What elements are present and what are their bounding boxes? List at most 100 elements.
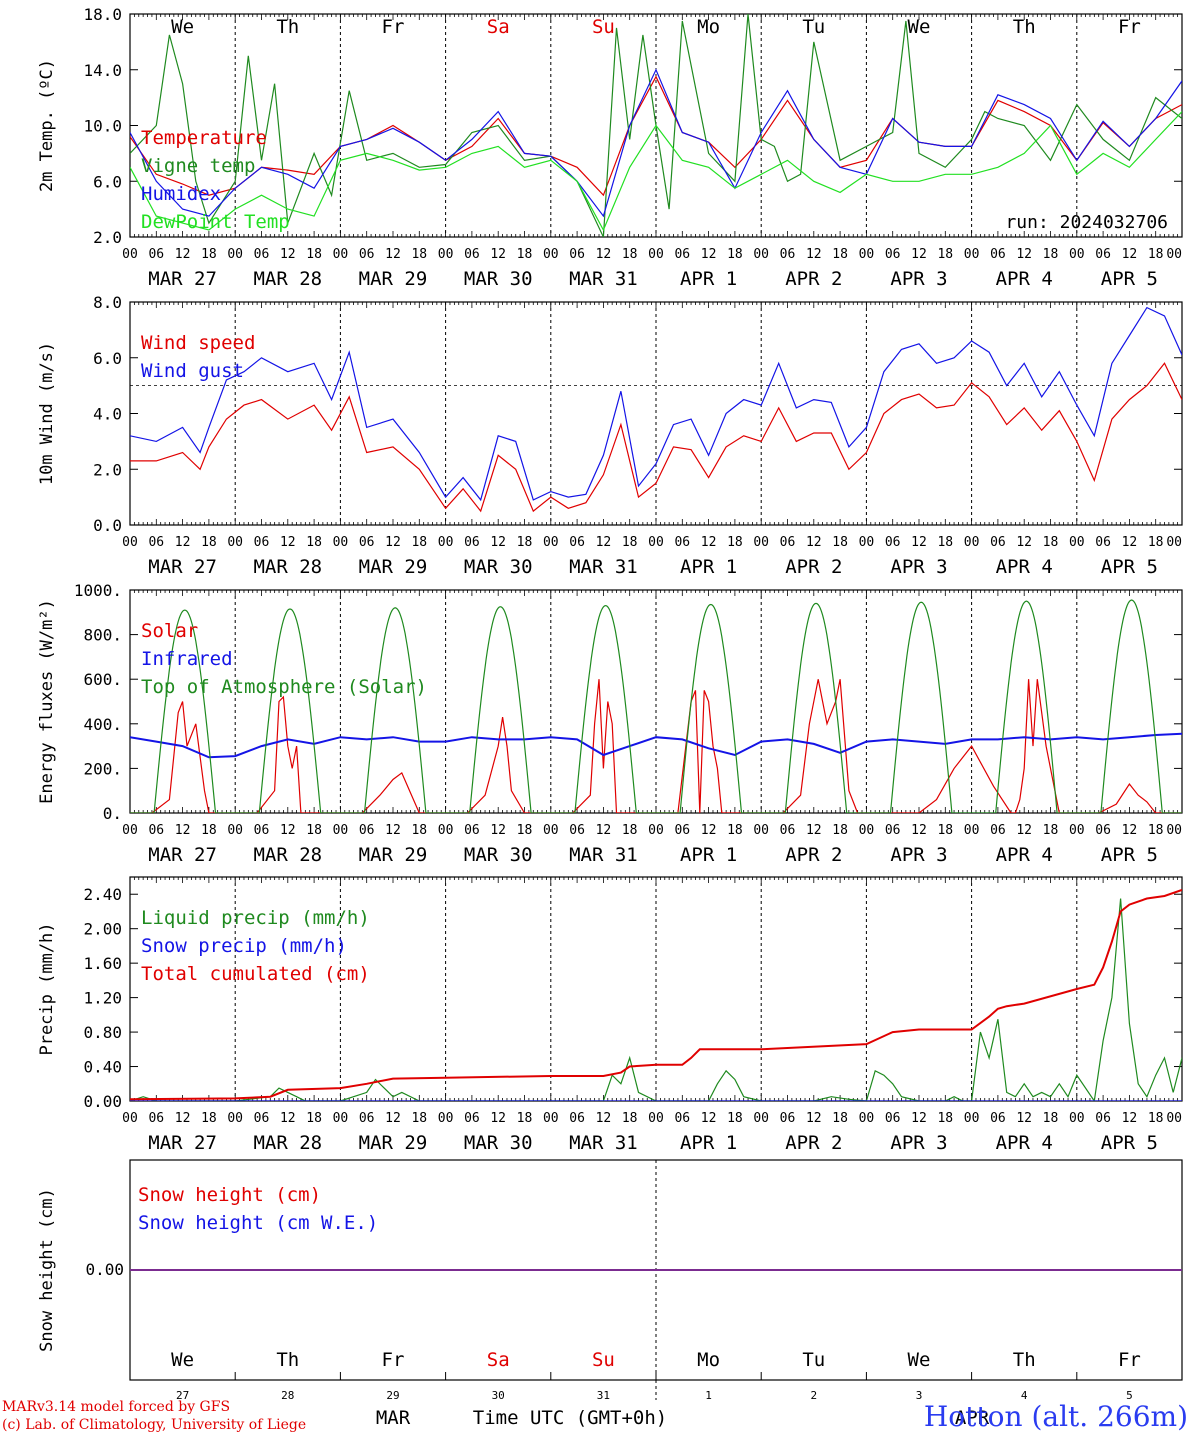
hour-tick-label: 00 <box>333 823 349 838</box>
bottom-day-name: We <box>908 1349 931 1371</box>
hour-tick-label: 06 <box>885 535 901 550</box>
day-name-label: Th <box>276 16 299 38</box>
bottom-day-name: Th <box>276 1349 299 1371</box>
hour-tick-label: 12 <box>175 823 191 838</box>
y-axis-label: 10m Wind (m/s) <box>37 342 57 485</box>
y-tick-label: 8.0 <box>93 293 122 312</box>
hour-tick-label: 06 <box>990 1111 1006 1126</box>
hour-tick-label: 18 <box>306 247 322 262</box>
hour-tick-label: 00 <box>1069 535 1085 550</box>
legend-entry: Infrared <box>141 648 233 670</box>
hour-tick-label: 18 <box>727 1111 743 1126</box>
hour-tick-label: 12 <box>596 535 612 550</box>
hour-tick-label: 06 <box>148 247 164 262</box>
hour-tick-label: 18 <box>727 247 743 262</box>
legend-entry: Total cumulated (cm) <box>141 963 370 985</box>
legend-entry: DewPoint Temp <box>141 211 290 233</box>
hour-tick-label: 00 <box>1069 247 1085 262</box>
date-label: MAR 27 <box>148 844 217 866</box>
hour-tick-label: 00 <box>964 823 980 838</box>
hour-tick-label: 18 <box>622 535 638 550</box>
hour-tick-label: 00 <box>227 247 243 262</box>
hour-tick-label: 06 <box>464 823 480 838</box>
date-label: APR 4 <box>996 1132 1053 1154</box>
hour-tick-label: 06 <box>990 247 1006 262</box>
date-label: APR 3 <box>890 556 947 578</box>
hour-tick-label: 12 <box>1122 247 1138 262</box>
hour-tick-label: 18 <box>937 535 953 550</box>
legend-entry: Snow height (cm W.E.) <box>138 1212 378 1234</box>
hour-tick-label: 06 <box>359 247 375 262</box>
hour-tick-label: 06 <box>148 1111 164 1126</box>
hour-tick-label: 06 <box>254 535 270 550</box>
hour-tick-label: 00 <box>227 535 243 550</box>
bottom-day-number: 31 <box>597 1389 610 1402</box>
date-label: APR 1 <box>680 268 737 290</box>
series-line-wind-gust <box>130 306 1182 502</box>
hour-tick-label: 06 <box>990 535 1006 550</box>
hour-tick-label: 12 <box>385 1111 401 1126</box>
hour-tick-label: 12 <box>490 823 506 838</box>
hour-tick-label: 18 <box>1043 823 1059 838</box>
date-label: MAR 31 <box>569 1132 638 1154</box>
panel-wind: 0.0 2.0 4.0 6.0 8.0 10m Wind (m/s) Wind speed W… <box>37 293 1183 578</box>
y-axis-label: Snow height (cm) <box>37 1188 57 1352</box>
y-tick-label: 4.0 <box>93 405 122 424</box>
date-label: APR 1 <box>680 844 737 866</box>
hour-tick-label: 12 <box>175 247 191 262</box>
hour-tick-label: 18 <box>1148 1111 1164 1126</box>
bottom-day-number: 5 <box>1126 1389 1133 1402</box>
date-label: APR 3 <box>890 1132 947 1154</box>
panel-snow: 0.00 Snow height (cm) Snow height (cm) Snow… <box>37 1159 1183 1429</box>
date-label: APR 2 <box>785 1132 842 1154</box>
hour-tick-label: 18 <box>832 823 848 838</box>
legend-entry: Vigne temp <box>141 155 255 177</box>
hour-tick-label: 12 <box>806 823 822 838</box>
run-label: run: 2024032706 <box>1005 212 1168 233</box>
hour-tick-label: 18 <box>832 1111 848 1126</box>
day-name-label: We <box>171 16 194 38</box>
hour-tick-label: 00 <box>1166 535 1182 550</box>
hour-tick-label: 06 <box>359 823 375 838</box>
hour-tick-label: 00 <box>753 535 769 550</box>
hour-tick-label: 00 <box>543 823 559 838</box>
hour-tick-label: 06 <box>780 535 796 550</box>
credit-line-2: (c) Lab. of Climatology, University of L… <box>2 1417 307 1433</box>
hour-tick-label: 18 <box>1148 247 1164 262</box>
hour-tick-label: 00 <box>964 535 980 550</box>
hour-tick-label: 06 <box>674 823 690 838</box>
hour-tick-label: 18 <box>1043 535 1059 550</box>
hour-tick-label: 00 <box>753 247 769 262</box>
hour-tick-label: 12 <box>806 247 822 262</box>
hour-tick-label: 00 <box>333 1111 349 1126</box>
y-tick-label: 200. <box>83 759 122 778</box>
y-tick-label: 0. <box>103 804 122 823</box>
series-line-temperature <box>130 75 1182 197</box>
hour-tick-label: 18 <box>411 1111 427 1126</box>
hour-tick-label: 00 <box>122 247 138 262</box>
hour-tick-label: 00 <box>1166 1111 1182 1126</box>
y-tick-label: 0.80 <box>83 1023 122 1042</box>
bottom-day-name: Tu <box>802 1349 825 1371</box>
hour-tick-label: 12 <box>385 535 401 550</box>
hour-tick-label: 12 <box>701 247 717 262</box>
hour-tick-label: 00 <box>648 247 664 262</box>
hour-tick-label: 00 <box>1069 823 1085 838</box>
y-axis-label: Energy fluxes (W/m²) <box>37 599 57 804</box>
hour-tick-label: 00 <box>227 1111 243 1126</box>
bottom-day-name: Sa <box>487 1349 510 1371</box>
date-label: APR 5 <box>1101 844 1158 866</box>
hour-tick-label: 18 <box>201 247 217 262</box>
y-tick-label: 1.20 <box>83 989 122 1008</box>
series-line-humidex <box>130 68 1182 218</box>
series-line-total-cumulated-cm- <box>130 888 1182 1101</box>
y-tick-label: 2.40 <box>83 885 122 904</box>
y-tick-label: 2.00 <box>83 920 122 939</box>
date-label: MAR 27 <box>148 268 217 290</box>
credit-line-1: MARv3.14 model forced by GFS <box>2 1399 231 1415</box>
hour-tick-label: 18 <box>727 535 743 550</box>
series-group <box>130 14 1182 237</box>
month-label-apr: APR <box>955 1407 990 1429</box>
hour-tick-label: 00 <box>438 247 454 262</box>
